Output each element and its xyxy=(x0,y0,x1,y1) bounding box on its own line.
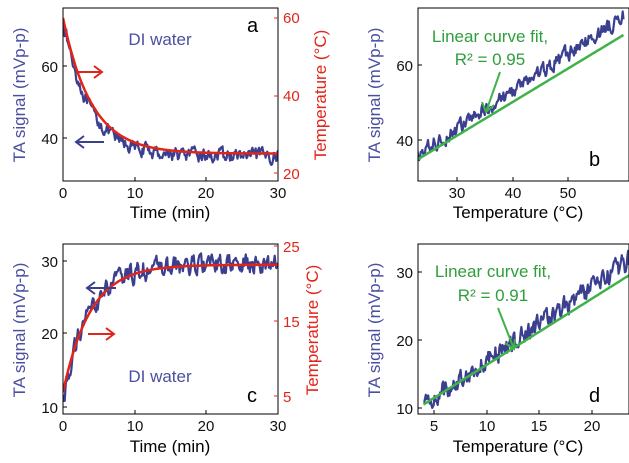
panel-c-label: c xyxy=(247,385,257,407)
panel-c-arrow-to-temperature-axis xyxy=(88,327,116,341)
panel-d-xlabel: Temperature (°C) xyxy=(453,437,584,456)
panel-d-ytick: 10 xyxy=(396,401,413,418)
panel-a-xlabel: Time (min) xyxy=(130,203,211,222)
panel-b-xtick: 30 xyxy=(449,185,466,202)
panel-a-xtick: 0 xyxy=(59,185,67,202)
panel-d-ylabel: TA signal (mVp-p) xyxy=(365,263,384,398)
panel-a-annotation: DI water xyxy=(128,30,192,49)
panel-c-xtick: 30 xyxy=(270,418,287,435)
panel-b-xtick: 40 xyxy=(505,185,522,202)
panel-a-y2tick: 60 xyxy=(283,10,300,27)
panel-d-ytick: 30 xyxy=(396,265,413,282)
panel-c-y2tick: 15 xyxy=(283,314,300,331)
panel-a-y2tick: 20 xyxy=(283,166,300,183)
panel-b-frame xyxy=(417,7,629,182)
panel-b-ylabel: TA signal (mVp-p) xyxy=(365,28,384,163)
panel-d-r2-annotation: R² = 0.91 xyxy=(458,286,528,305)
panel-c-ytick: 10 xyxy=(41,400,58,417)
panel-c-xlabel: Time (min) xyxy=(130,437,211,456)
panel-b-ytick: 60 xyxy=(396,58,413,75)
panel-c-series-temperature xyxy=(63,263,278,393)
panel-c-frame xyxy=(62,243,279,415)
panel-d-label: d xyxy=(589,385,600,407)
panel-c-y2tick: 5 xyxy=(283,389,291,406)
panel-b-series-linear-fit xyxy=(418,33,625,161)
panel-d-ytick: 20 xyxy=(396,333,413,350)
panel-d-plot xyxy=(422,249,629,409)
panel-b-fit-annotation: Linear curve fit, xyxy=(432,27,548,46)
panel-c-xtick: 10 xyxy=(127,418,144,435)
panel-c-y2tick: 25 xyxy=(283,239,300,256)
panel-d-xtick: 20 xyxy=(584,418,601,435)
panel-d-fit-arrow xyxy=(497,307,516,351)
panel-a-y2tick: 40 xyxy=(283,88,300,105)
panel-a-arrow-to-temperature-axis xyxy=(78,65,104,79)
panel-a-xtick: 30 xyxy=(270,185,287,202)
panel-c: 10 20 30 5 15 25 0 10 20 30 Time (min) T… xyxy=(10,239,322,456)
panel-a-frame xyxy=(62,7,279,182)
panel-c-ylabel: TA signal (mVp-p) xyxy=(10,263,29,398)
panel-a-y2label: Temperature (°C) xyxy=(311,30,330,161)
panel-b: 40 60 30 40 50 Temperature (°C) TA signa… xyxy=(365,7,629,222)
panel-d-xtick: 5 xyxy=(430,418,438,435)
panel-c-ytick: 30 xyxy=(41,254,58,271)
panel-a-plot xyxy=(63,17,278,166)
panel-c-annotation: DI water xyxy=(128,367,192,386)
panel-b-plot xyxy=(418,10,625,162)
panel-a-arrow-to-signal-axis xyxy=(74,135,104,149)
panel-c-ytick: 20 xyxy=(41,326,58,343)
panel-c-y2label: Temperature (°C) xyxy=(303,265,322,396)
panel-b-xlabel: Temperature (°C) xyxy=(453,203,584,222)
panel-d-frame xyxy=(417,243,629,415)
panel-b-fit-arrow xyxy=(481,71,501,114)
panel-c-plot xyxy=(63,252,278,402)
panel-b-ytick: 40 xyxy=(396,133,413,150)
panel-d-fit-annotation: Linear curve fit, xyxy=(435,262,551,281)
panel-a-series-signal xyxy=(63,23,278,166)
panel-c-xtick: 20 xyxy=(198,418,215,435)
panel-a-ylabel: TA signal (mVp-p) xyxy=(10,28,29,163)
panel-b-r2-annotation: R² = 0.95 xyxy=(455,50,525,69)
panel-a-xtick: 10 xyxy=(127,185,144,202)
panel-a-xtick: 20 xyxy=(198,185,215,202)
panel-b-xtick: 50 xyxy=(560,185,577,202)
panel-c-arrow-to-signal-axis xyxy=(85,281,116,295)
panel-b-series-signal xyxy=(418,10,625,162)
panel-a-label: a xyxy=(247,15,259,37)
panel-c-xtick: 0 xyxy=(59,418,67,435)
panel-a-ytick: 60 xyxy=(41,59,58,76)
panel-a-ytick: 40 xyxy=(41,131,58,148)
panel-d: 10 20 30 5 10 15 20 Temperature (°C) TA … xyxy=(365,243,629,456)
panel-a-series-temperature xyxy=(63,17,278,155)
panel-d-xtick: 10 xyxy=(479,418,496,435)
panel-d-series-linear-fit xyxy=(422,274,629,406)
panel-d-xtick: 15 xyxy=(531,418,548,435)
panel-b-label: b xyxy=(589,149,600,171)
panel-a: 40 60 20 40 60 0 10 20 30 Time (min) TA … xyxy=(10,7,330,222)
